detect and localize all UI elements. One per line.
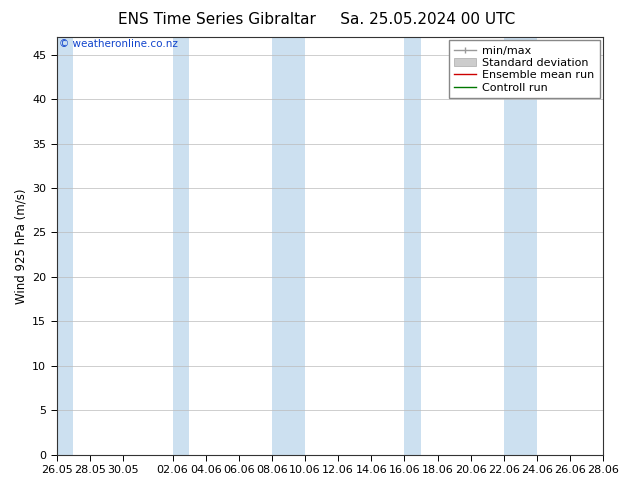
Bar [56, 37, 74, 455]
Bar [504, 37, 537, 455]
Legend: min/max, Standard deviation, Ensemble mean run, Controll run: min/max, Standard deviation, Ensemble me… [449, 40, 600, 98]
Y-axis label: Wind 925 hPa (m/s): Wind 925 hPa (m/s) [15, 188, 28, 304]
Bar [272, 37, 305, 455]
Bar [172, 37, 189, 455]
Text: ENS Time Series Gibraltar     Sa. 25.05.2024 00 UTC: ENS Time Series Gibraltar Sa. 25.05.2024… [119, 12, 515, 27]
Bar [404, 37, 421, 455]
Text: © weatheronline.co.nz: © weatheronline.co.nz [60, 39, 178, 49]
